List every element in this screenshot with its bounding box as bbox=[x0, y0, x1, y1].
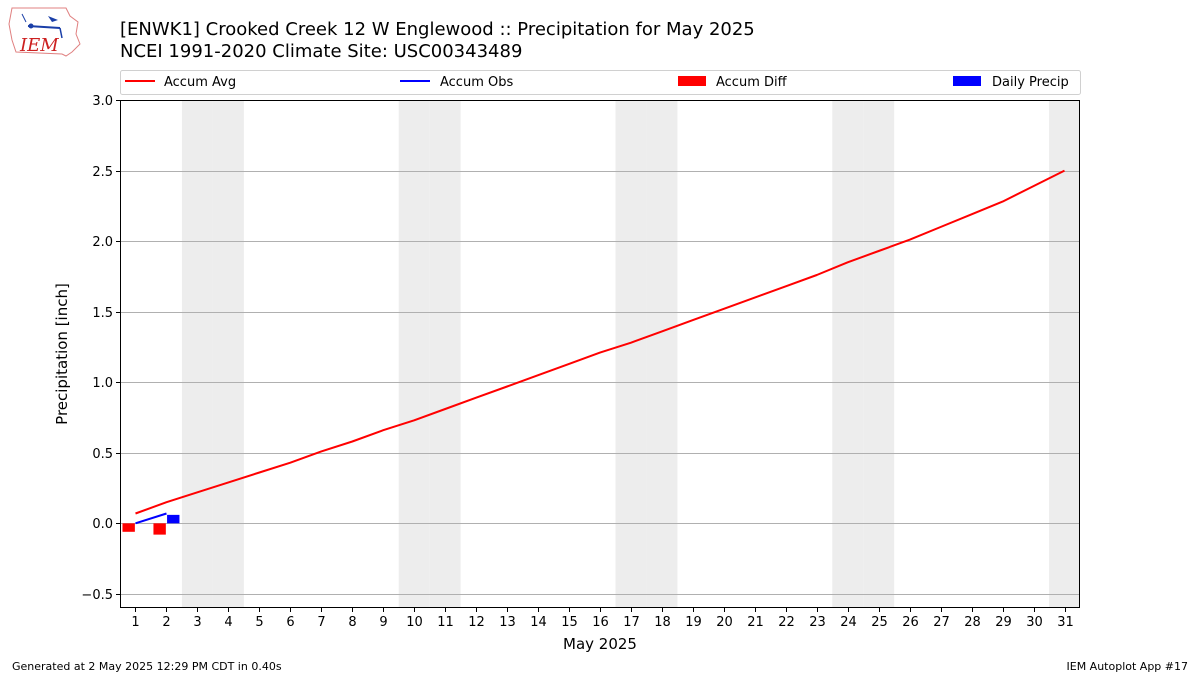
x-tick-label: 19 bbox=[685, 615, 702, 630]
weekend-band bbox=[398, 100, 430, 608]
x-tick-label: 27 bbox=[933, 615, 950, 630]
grid-lines bbox=[120, 100, 1080, 595]
y-tick-label: 0.5 bbox=[92, 447, 113, 462]
iem-logo: IEM bbox=[8, 7, 81, 57]
x-tick-label: 28 bbox=[964, 615, 981, 630]
y-axis: −0.5 0.0 0.5 1.0 1.5 2.0 2.5 3.0 bbox=[81, 94, 120, 603]
accum-avg-line bbox=[135, 169, 1065, 515]
weekend-band bbox=[832, 100, 864, 608]
y-tick-label: 1.5 bbox=[92, 306, 113, 321]
legend-box bbox=[120, 70, 1081, 95]
bars bbox=[122, 514, 180, 535]
y-tick-label: 2.5 bbox=[92, 165, 113, 180]
series-lines bbox=[135, 169, 1065, 525]
x-tick-label: 30 bbox=[1026, 615, 1043, 630]
x-tick-label: 20 bbox=[716, 615, 733, 630]
weekend-band bbox=[429, 100, 461, 608]
legend-swatch-accum-diff bbox=[678, 76, 706, 86]
x-tick-label: 1 bbox=[131, 615, 139, 630]
y-tick-label: −0.5 bbox=[81, 588, 113, 603]
x-tick-label: 24 bbox=[840, 615, 857, 630]
x-tick-label: 18 bbox=[654, 615, 671, 630]
x-tick-label: 13 bbox=[499, 615, 516, 630]
y-tick-label: 0.0 bbox=[92, 517, 113, 532]
x-tick-label: 9 bbox=[379, 615, 387, 630]
footer-generated: Generated at 2 May 2025 12:29 PM CDT in … bbox=[12, 660, 282, 673]
x-tick-label: 5 bbox=[255, 615, 263, 630]
daily-precip-bar bbox=[167, 514, 180, 524]
x-tick-label: 14 bbox=[530, 615, 547, 630]
x-tick-label: 26 bbox=[902, 615, 919, 630]
legend-swatch-daily-precip bbox=[953, 76, 981, 86]
x-tick-label: 12 bbox=[468, 615, 485, 630]
plot-frame bbox=[120, 100, 1080, 608]
accum-diff-bar bbox=[153, 523, 166, 535]
weekend-band bbox=[863, 100, 895, 608]
y-tick-label: 2.0 bbox=[92, 235, 113, 250]
x-tick-label: 25 bbox=[871, 615, 888, 630]
y-axis-label: Precipitation [inch] bbox=[53, 283, 71, 425]
x-axis-label: May 2025 bbox=[563, 635, 637, 653]
x-tick-label: 16 bbox=[592, 615, 609, 630]
x-tick-label: 11 bbox=[437, 615, 454, 630]
y-tick-label: 1.0 bbox=[92, 376, 113, 391]
weekend-band bbox=[615, 100, 647, 608]
x-tick-label: 29 bbox=[995, 615, 1012, 630]
x-tick-label: 23 bbox=[809, 615, 826, 630]
legend-label-daily-precip: Daily Precip bbox=[992, 75, 1069, 90]
x-tick-label: 2 bbox=[162, 615, 170, 630]
x-tick-label: 7 bbox=[317, 615, 325, 630]
x-tick-label: 3 bbox=[193, 615, 201, 630]
x-tick-label: 6 bbox=[286, 615, 294, 630]
chart-subtitle: NCEI 1991-2020 Climate Site: USC00343489 bbox=[120, 41, 522, 62]
x-tick-label: 21 bbox=[747, 615, 764, 630]
legend-label-accum-avg: Accum Avg bbox=[164, 75, 236, 90]
weekend-band bbox=[212, 100, 244, 608]
x-tick-label: 15 bbox=[561, 615, 578, 630]
chart-title: [ENWK1] Crooked Creek 12 W Englewood :: … bbox=[120, 19, 755, 40]
y-tick-label: 3.0 bbox=[92, 94, 113, 109]
footer-app: IEM Autoplot App #17 bbox=[1067, 660, 1189, 673]
x-tick-label: 31 bbox=[1057, 615, 1074, 630]
accum-diff-bar bbox=[122, 523, 135, 532]
weekend-band bbox=[181, 100, 213, 608]
accum-obs-line bbox=[135, 512, 167, 525]
x-tick-label: 4 bbox=[224, 615, 232, 630]
x-tick-label: 17 bbox=[623, 615, 640, 630]
x-tick-label: 8 bbox=[348, 615, 356, 630]
legend-label-accum-diff: Accum Diff bbox=[716, 75, 788, 90]
logo-text: IEM bbox=[19, 35, 59, 56]
weekend-bands bbox=[181, 100, 1080, 608]
x-tick-label: 22 bbox=[778, 615, 795, 630]
weekend-band bbox=[646, 100, 678, 608]
x-tick-label: 10 bbox=[406, 615, 423, 630]
legend: Accum Avg Accum Obs Accum Diff Daily Pre… bbox=[120, 70, 1081, 95]
x-axis: 1 2 3 4 5 6 7 8 9 10 11 12 13 14 15 16 17 18 19 20 21 22 23 24 2… bbox=[131, 608, 1074, 630]
legend-label-accum-obs: Accum Obs bbox=[440, 75, 513, 90]
